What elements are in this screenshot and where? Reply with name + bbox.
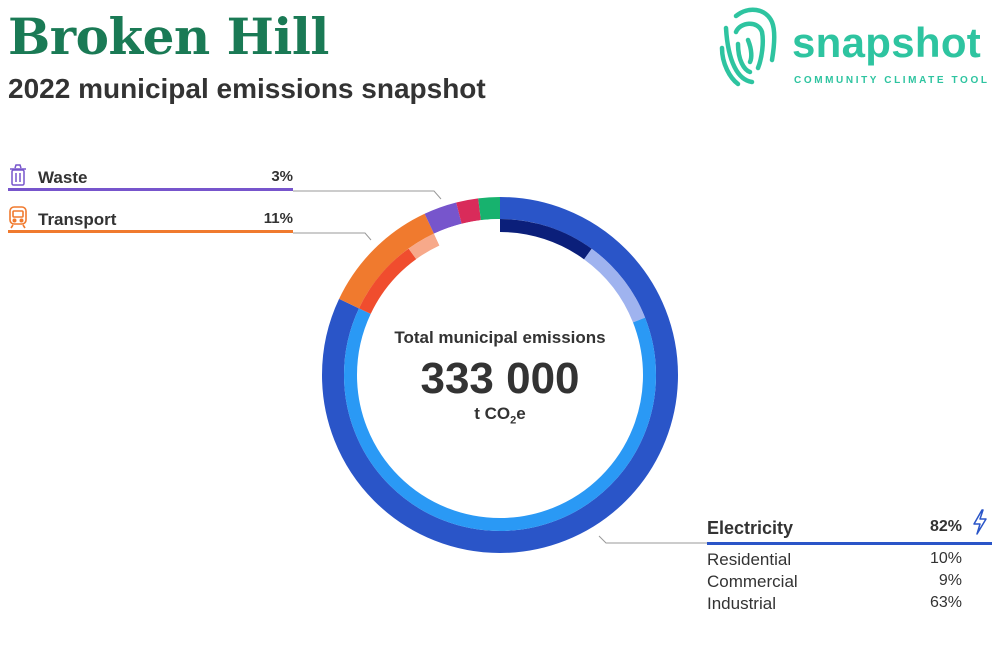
legend-electricity-header: Electricity 82% (707, 509, 992, 545)
snapshot-logo: snapshot COMMUNITY CLIMATE TOOL (714, 0, 1000, 90)
subcategory-percent: 63% (929, 594, 962, 611)
subcategory-row: Residential 10% (707, 549, 962, 571)
subcategory-row: Industrial 63% (707, 593, 962, 615)
legend-transport-label: Transport (38, 210, 117, 229)
inner-ring (344, 219, 656, 531)
fingerprint-logo-icon (719, 7, 777, 87)
subcategory-percent: 10% (929, 550, 962, 567)
total-emissions-value: 333 000 (420, 354, 580, 403)
total-emissions-label: Total municipal emissions (394, 328, 606, 347)
trash-bin-icon (10, 164, 26, 186)
inner-segment-industrial (344, 219, 656, 531)
legend-waste-bar (8, 188, 293, 191)
legend-waste-label: Waste (38, 168, 88, 187)
outer-ring (322, 197, 678, 553)
logo-wordmark: snapshot (792, 19, 982, 66)
leader-line-transport (293, 232, 372, 241)
lightning-bolt-icon (973, 509, 987, 535)
inner-segment-segment-5 (344, 219, 656, 531)
legend-waste: Waste 3% (8, 163, 293, 191)
total-emissions-unit: t CO2e (380, 404, 620, 426)
legend-electricity: Electricity 82% Residential 10% Commerci… (707, 509, 992, 615)
leader-line-waste (293, 190, 442, 200)
page-title: Broken Hill (8, 7, 329, 66)
legend-transport-bar (8, 230, 293, 233)
leader-lines (293, 190, 707, 544)
subcategory-label: Commercial (707, 572, 798, 591)
subcategory-label: Residential (707, 550, 792, 569)
legend-electricity-label: Electricity (707, 518, 794, 538)
logo-tagline: COMMUNITY CLIMATE TOOL (794, 75, 990, 86)
legend-electricity-percent: 82% (929, 518, 962, 535)
leader-line-electricity (598, 535, 707, 544)
unit-suffix: e (516, 404, 526, 423)
subcategory-percent: 9% (938, 572, 962, 589)
page-subtitle: 2022 municipal emissions snapshot (8, 73, 486, 104)
subcategory-row: Commercial 9% (707, 571, 962, 593)
legend-waste-percent: 3% (271, 168, 293, 185)
legend-transport: Transport 11% (8, 205, 293, 233)
electricity-subcategories: Residential 10% Commercial 9% Industrial… (707, 549, 992, 615)
legend-electricity-bar (707, 542, 992, 545)
subcategory-label: Industrial (707, 594, 776, 613)
legend-transport-percent: 11% (263, 210, 293, 227)
unit-prefix: t CO (474, 404, 511, 423)
train-icon (9, 206, 27, 229)
unit-subscript: 2 (510, 414, 517, 427)
outer-segment-segment-4 (322, 197, 678, 553)
